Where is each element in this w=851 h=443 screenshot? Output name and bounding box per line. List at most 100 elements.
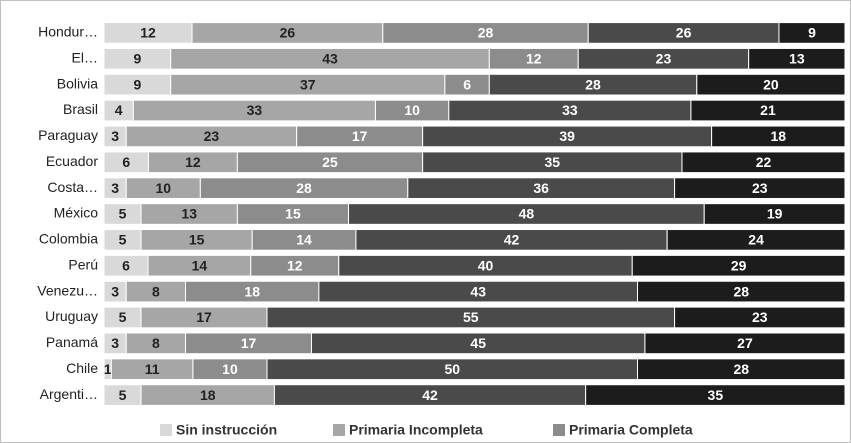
data-label: 50 <box>444 361 460 377</box>
data-label: 14 <box>192 257 208 273</box>
y-tick-label: Ecuador <box>46 153 98 169</box>
data-label: 23 <box>204 128 220 144</box>
y-tick-label: Panamá <box>46 334 98 350</box>
y-tick-label: Costa… <box>47 179 98 195</box>
data-label: 43 <box>322 51 338 67</box>
data-label: 33 <box>562 102 578 118</box>
data-label: 3 <box>111 180 119 196</box>
legend-swatch <box>333 424 345 436</box>
legend-label: Primaria Completa <box>569 422 693 438</box>
data-label: 27 <box>737 335 753 351</box>
data-label: 5 <box>119 206 127 222</box>
y-tick-label: Hondur… <box>38 24 98 40</box>
data-label: 45 <box>470 335 486 351</box>
bar-segment <box>681 151 846 174</box>
bar-segment <box>690 99 846 122</box>
data-label: 9 <box>133 51 141 67</box>
data-label: 23 <box>752 180 768 196</box>
data-label: 17 <box>241 335 257 351</box>
data-label: 13 <box>181 206 197 222</box>
legend-swatch <box>553 424 565 436</box>
data-label: 12 <box>526 51 542 67</box>
y-tick-label: Venezu… <box>37 282 98 298</box>
data-label: 26 <box>676 25 692 41</box>
bar-segment <box>585 384 846 406</box>
y-tick-label: Brasil <box>63 101 98 117</box>
data-label: 8 <box>152 335 160 351</box>
data-label: 12 <box>140 25 156 41</box>
y-tick-label: El… <box>72 50 98 66</box>
bar-segment <box>637 280 846 303</box>
y-tick-label: Paraguay <box>38 127 98 143</box>
data-label: 40 <box>478 257 494 273</box>
data-label: 9 <box>133 76 141 92</box>
data-label: 28 <box>478 25 494 41</box>
bar-segment <box>637 358 846 381</box>
legend-label: Primaria Incompleta <box>349 422 483 438</box>
data-label: 10 <box>222 361 238 377</box>
data-label: 39 <box>559 128 575 144</box>
data-label: 29 <box>731 257 747 273</box>
bar-segment <box>711 125 846 148</box>
data-label: 18 <box>200 387 216 403</box>
data-label: 5 <box>119 387 127 403</box>
bar-segment <box>703 203 846 225</box>
data-label: 33 <box>247 102 263 118</box>
data-label: 6 <box>122 257 130 273</box>
data-label: 28 <box>733 361 749 377</box>
data-label: 6 <box>463 76 471 92</box>
y-tick-label: Bolivia <box>57 75 98 91</box>
data-label: 20 <box>763 76 779 92</box>
data-label: 10 <box>404 102 420 118</box>
data-label: 55 <box>463 309 479 325</box>
bar-segment <box>644 332 846 355</box>
data-label: 12 <box>287 257 303 273</box>
legend-swatch <box>160 424 172 436</box>
data-label: 14 <box>296 232 312 248</box>
data-label: 19 <box>767 206 783 222</box>
y-tick-label: Argenti… <box>40 386 98 402</box>
data-label: 6 <box>122 154 130 170</box>
data-label: 42 <box>504 232 520 248</box>
data-label: 22 <box>756 154 772 170</box>
data-label: 8 <box>152 283 160 299</box>
y-tick-label: Chile <box>66 360 98 376</box>
data-label: 42 <box>422 387 438 403</box>
bar-segment <box>696 73 846 96</box>
data-label: 3 <box>111 283 119 299</box>
bar-segment <box>674 306 846 329</box>
data-label: 1 <box>104 361 112 377</box>
data-label: 23 <box>752 309 768 325</box>
data-label: 17 <box>196 309 212 325</box>
data-label: 48 <box>519 206 535 222</box>
data-label: 35 <box>545 154 561 170</box>
y-tick-label: Colombia <box>39 231 98 247</box>
data-label: 5 <box>119 232 127 248</box>
data-label: 35 <box>708 387 724 403</box>
data-label: 12 <box>185 154 201 170</box>
y-tick-label: México <box>54 205 99 221</box>
data-label: 9 <box>808 25 816 41</box>
data-label: 10 <box>155 180 171 196</box>
data-label: 18 <box>771 128 787 144</box>
data-label: 3 <box>111 335 119 351</box>
data-label: 23 <box>656 51 672 67</box>
data-label: 28 <box>296 180 312 196</box>
data-label: 5 <box>119 309 127 325</box>
legend-label: Sin instrucción <box>176 422 277 438</box>
data-label: 37 <box>300 76 316 92</box>
data-label: 43 <box>470 283 486 299</box>
data-label: 26 <box>280 25 296 41</box>
bar-segment <box>674 177 846 199</box>
data-label: 25 <box>322 154 338 170</box>
data-label: 13 <box>789 51 805 67</box>
data-label: 36 <box>533 180 549 196</box>
data-label: 15 <box>189 232 205 248</box>
bar-segment <box>778 22 846 44</box>
bar-segment <box>666 229 846 251</box>
data-label: 28 <box>733 283 749 299</box>
data-label: 4 <box>115 102 123 118</box>
data-label: 17 <box>352 128 368 144</box>
data-label: 24 <box>748 232 764 248</box>
data-label: 15 <box>285 206 301 222</box>
